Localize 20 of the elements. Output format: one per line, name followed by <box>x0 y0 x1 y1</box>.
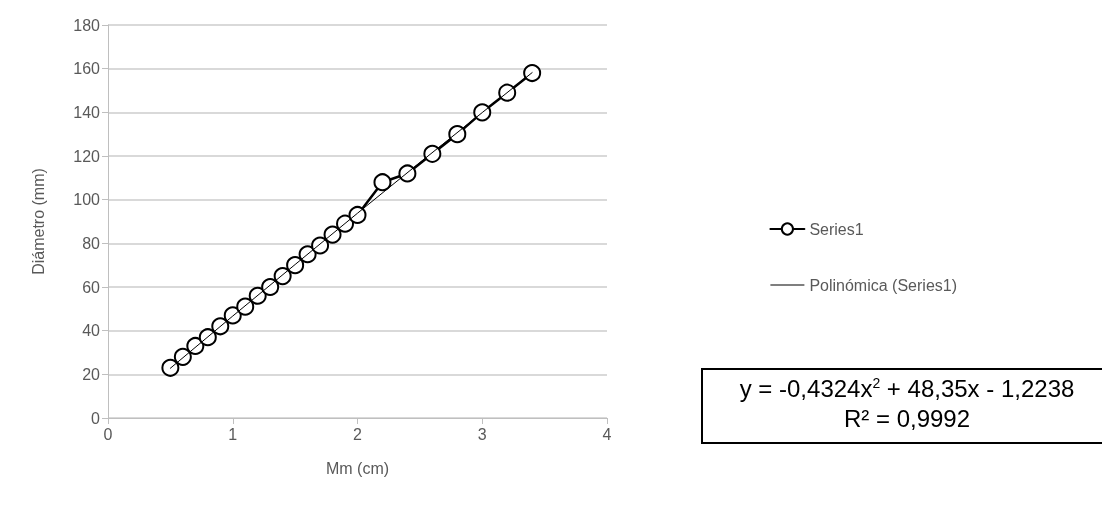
y-tick-label: 40 <box>82 322 101 340</box>
y-tick-label: 100 <box>73 191 101 209</box>
text: R² = 0,9992 <box>843 404 971 432</box>
x-tick-label: 2 <box>353 425 363 443</box>
y-tick-label: 180 <box>73 16 101 34</box>
legend-label: Polinómica (Series1) <box>809 276 957 294</box>
y-tick-label: 80 <box>82 234 101 252</box>
y-tick-label: 60 <box>82 278 101 296</box>
x-tick-label: 4 <box>602 425 612 443</box>
legend-label: Series1 <box>809 220 864 238</box>
y-tick-label: 160 <box>73 60 101 78</box>
y-tick-label: 20 <box>82 365 101 383</box>
y-tick-label: 0 <box>91 409 101 427</box>
x-tick-label: 3 <box>477 425 487 443</box>
x-tick-label: 1 <box>228 425 238 443</box>
y-axis-title: Diámetro (mm) <box>29 168 47 275</box>
y-tick-label: 140 <box>73 103 101 121</box>
y-tick-label: 120 <box>73 147 101 165</box>
x-tick-label: 0 <box>103 425 113 443</box>
x-axis-title: Mm (cm) <box>325 459 390 477</box>
